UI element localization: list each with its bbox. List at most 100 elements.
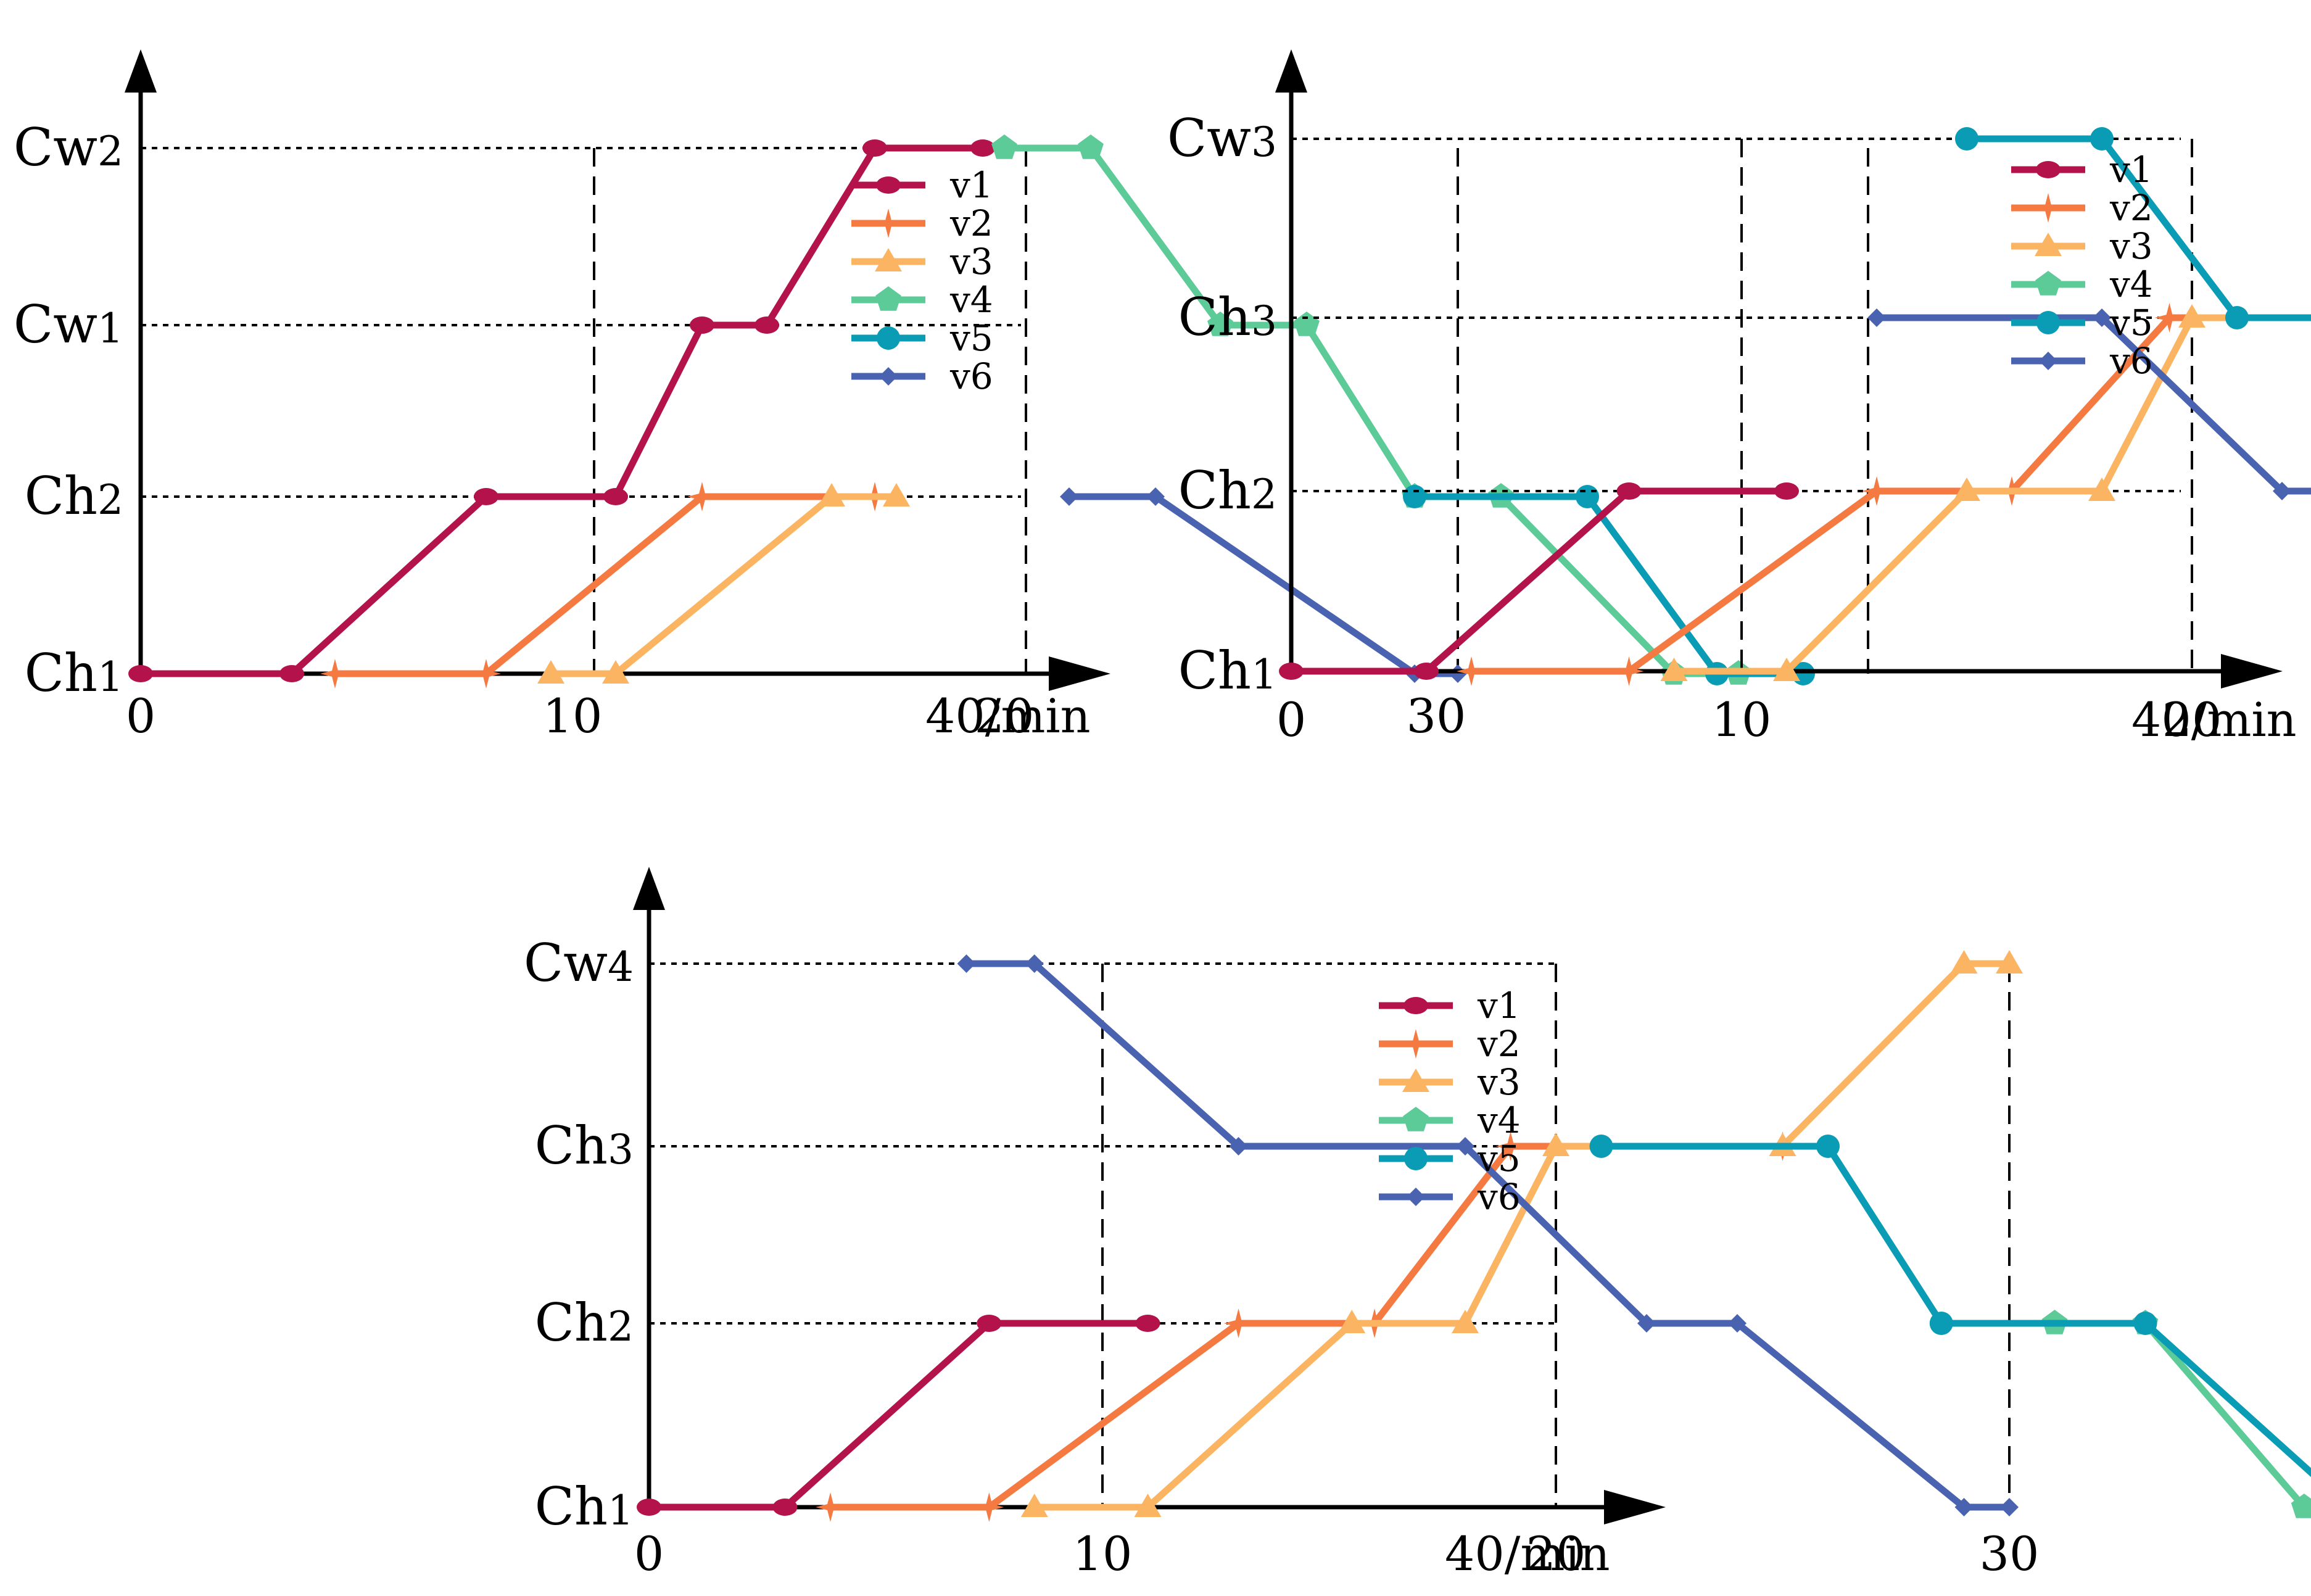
data-point-marker (1025, 954, 1044, 973)
series-line-v5 (1963, 135, 2311, 321)
data-point-marker (2036, 311, 2060, 334)
data-point-marker (1495, 1131, 1526, 1161)
series-v4 (991, 134, 1751, 685)
data-point-marker (1404, 1147, 1428, 1170)
data-point-marker (2035, 233, 2062, 256)
data-point-marker (1660, 658, 1688, 681)
data-point-marker (1637, 1314, 1656, 1333)
data-point-marker (279, 665, 304, 682)
data-point-marker (687, 482, 717, 511)
data-point-marker (603, 488, 628, 505)
data-point-marker (1223, 1309, 1254, 1338)
data-point-marker (2093, 308, 2111, 327)
legend-label: v6 (1477, 1176, 1521, 1218)
data-point-marker (1134, 1494, 1162, 1517)
data-point-marker (1589, 1135, 1613, 1158)
data-point-marker (1867, 308, 1886, 327)
series-v1 (637, 1315, 1160, 1516)
data-point-marker (1403, 485, 1426, 508)
series-line-v1 (137, 144, 986, 677)
data-point-marker (1929, 1312, 1953, 1335)
series-line-v1 (1288, 487, 1790, 675)
data-point-marker (977, 1315, 1002, 1332)
legend-label: v1 (2109, 149, 2153, 191)
data-point-marker (875, 286, 901, 311)
series-v5 (1589, 1135, 2311, 1478)
legend-label: v4 (949, 279, 993, 321)
legend-label: v6 (949, 355, 993, 397)
series-v3 (1020, 950, 2023, 1517)
series-v1 (128, 139, 995, 682)
series-line-v3 (547, 493, 900, 677)
y-level-label: Ch1 (25, 643, 123, 703)
data-point-marker (1953, 478, 1980, 501)
data-point-marker (1229, 1137, 1248, 1156)
data-point-marker (2000, 1498, 2019, 1516)
data-point-marker (537, 660, 564, 684)
data-point-marker (1407, 1188, 1425, 1206)
data-point-marker (1414, 663, 1439, 680)
x-axis-arrow (1604, 1490, 1666, 1524)
data-point-marker (471, 659, 501, 688)
y-level-label: Ch2 (25, 466, 123, 526)
y-axis-arrow (633, 867, 665, 910)
data-point-marker (2154, 303, 2185, 333)
y-level-label: Cw3 (1167, 108, 1277, 168)
series-v4 (2041, 1310, 2311, 1518)
data-point-marker (816, 1492, 845, 1522)
x-tick-label: 40/min (925, 688, 1091, 743)
series-v2 (320, 482, 890, 688)
data-point-marker (1954, 1498, 1974, 1516)
data-point-marker (602, 660, 629, 684)
data-point-marker (474, 488, 498, 505)
data-point-marker (690, 316, 714, 334)
legend-label: v3 (2109, 225, 2153, 267)
data-point-marker (1950, 950, 1978, 974)
series-line-v6 (1065, 493, 1461, 677)
data-point-marker (1449, 664, 1467, 683)
data-point-marker (877, 326, 900, 350)
data-point-marker (754, 316, 779, 334)
data-point-marker (883, 483, 910, 507)
x-axis-arrow (2221, 654, 2283, 688)
legend-label: v4 (1477, 1099, 1521, 1141)
data-point-marker (2090, 127, 2114, 151)
data-point-marker (1403, 1107, 1429, 1131)
data-point-marker (991, 134, 1017, 159)
legend-label: v5 (2109, 302, 2153, 344)
series-v6 (1867, 308, 2311, 500)
series-line-v6 (1873, 314, 2311, 495)
data-point-marker (1135, 1315, 1160, 1332)
legend-label: v2 (1477, 1023, 1521, 1065)
data-point-marker (957, 954, 976, 973)
data-point-marker (1020, 1494, 1048, 1517)
legend-label: v2 (949, 202, 993, 244)
x-tick-label: 10 (543, 688, 603, 743)
x-tick-label: 0 (634, 1526, 664, 1581)
series-v5 (1403, 485, 1815, 685)
data-point-marker (1614, 656, 1644, 686)
data-point-marker (974, 1492, 1004, 1522)
data-point-marker (875, 248, 902, 271)
data-point-marker (1146, 487, 1165, 506)
y-level-label: Cw4 (524, 933, 634, 993)
data-point-marker (1955, 127, 1978, 151)
legend-label: v1 (1477, 985, 1521, 1027)
series-line-v3 (1031, 960, 2013, 1511)
data-point-marker (2291, 1494, 2311, 1518)
legend-label: v5 (1477, 1138, 1521, 1180)
data-point-marker (2088, 478, 2115, 501)
data-point-marker (320, 659, 350, 688)
data-point-marker (970, 139, 995, 157)
data-point-marker (128, 665, 153, 682)
x-tick-label: 20 (2162, 692, 2222, 747)
legend-label: v5 (949, 317, 993, 359)
x-tick-label: 10 (1712, 692, 1772, 747)
data-point-marker (2133, 1312, 2157, 1335)
data-point-marker (1078, 134, 1104, 159)
legend-label: v1 (949, 164, 993, 206)
